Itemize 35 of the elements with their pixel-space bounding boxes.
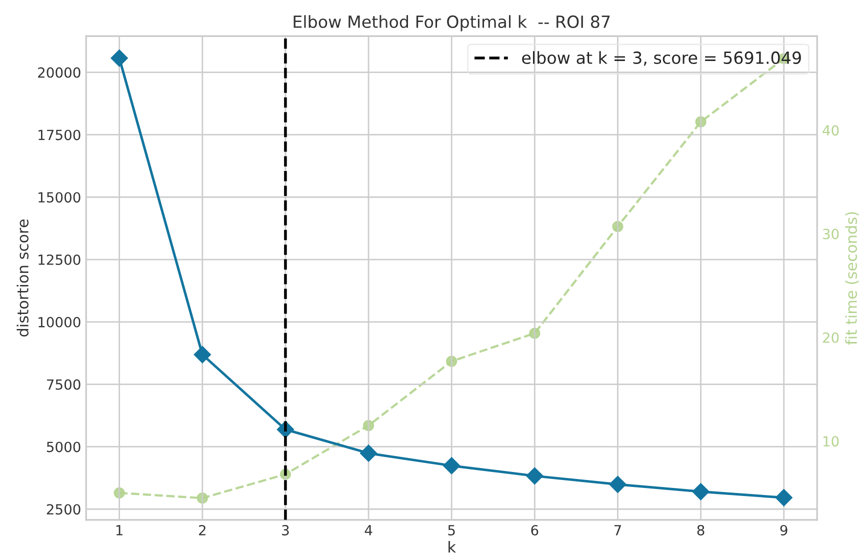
x-tick-label: 9 <box>780 524 788 536</box>
point <box>110 50 128 67</box>
x-tick-label: 3 <box>282 524 289 536</box>
y-tick-label: 2500 <box>46 504 80 515</box>
y2-tick-label: 20 <box>822 332 839 343</box>
x-tick-label: 7 <box>614 525 621 536</box>
ref-line-label: elbow at k = 3, score = 5691.049 <box>522 51 801 66</box>
x-tick-label: 6 <box>531 524 538 536</box>
x-axis-title: k <box>448 540 456 553</box>
y-tick-label: 5000 <box>46 442 80 452</box>
point <box>194 346 211 364</box>
y-tick-label: 7500 <box>47 379 80 390</box>
y2-tick-label: 30 <box>823 228 839 240</box>
x-tick-label: 5 <box>448 525 455 536</box>
chart-title: Elbow Method For Optimal k -- ROI 87 <box>294 15 610 32</box>
x-tick-label: 1 <box>116 525 122 536</box>
y2-axis-title: fit time (seconds) <box>845 212 859 345</box>
point <box>609 476 626 493</box>
y-tick-label: 15000 <box>38 192 80 203</box>
y-tick-label: 10000 <box>38 316 80 328</box>
y-tick-label: 17500 <box>38 130 80 140</box>
point <box>526 467 544 484</box>
y-tick-label: 20000 <box>38 67 80 78</box>
y2-tick-label: 40 <box>822 125 839 136</box>
point <box>360 444 378 462</box>
x-tick-label: 8 <box>697 524 704 536</box>
y2-tick-label: 10 <box>823 436 839 447</box>
x-tick-label: 2 <box>198 524 206 536</box>
point <box>775 489 792 506</box>
y-axis-title: distortion score <box>16 219 29 336</box>
y-tick-label: 12500 <box>38 254 80 266</box>
point <box>443 457 460 474</box>
point <box>362 420 374 432</box>
x-tick-label: 4 <box>364 525 372 536</box>
point <box>692 483 710 500</box>
